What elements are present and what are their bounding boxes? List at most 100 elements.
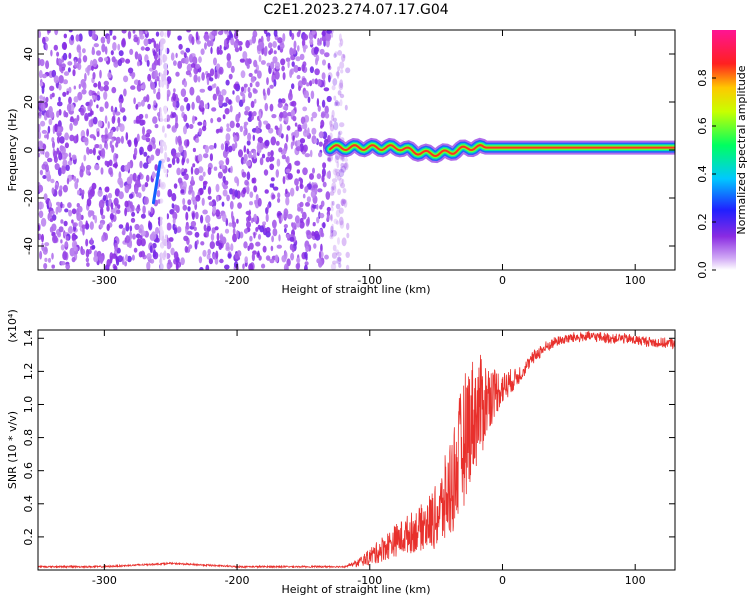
heat-cell bbox=[302, 193, 306, 199]
y-tick-label: 0 bbox=[22, 147, 35, 154]
heat-cell bbox=[227, 35, 231, 42]
heat-cell bbox=[236, 218, 239, 224]
heat-cell bbox=[51, 264, 55, 269]
heat-cell bbox=[109, 252, 114, 261]
x-tick-label: -200 bbox=[225, 574, 250, 587]
heat-cell bbox=[215, 183, 220, 193]
heat-cell bbox=[183, 149, 187, 159]
heat-cell bbox=[329, 135, 332, 141]
heat-cell bbox=[229, 105, 233, 113]
heat-cell bbox=[328, 74, 331, 83]
heat-cell bbox=[136, 238, 142, 247]
heat-cell bbox=[127, 30, 132, 40]
heat-cell bbox=[210, 117, 214, 124]
heat-cell bbox=[133, 119, 137, 124]
snr-y-axis-label: SNR (10 * v/v) bbox=[6, 411, 19, 489]
heat-cell bbox=[64, 132, 69, 141]
heat-cell bbox=[321, 30, 326, 37]
heat-cell bbox=[299, 183, 304, 189]
heat-cell bbox=[153, 249, 157, 258]
heat-cell bbox=[128, 193, 134, 199]
heat-cell bbox=[314, 78, 318, 85]
heat-cell bbox=[101, 234, 105, 243]
heat-cell bbox=[86, 198, 92, 207]
heat-cell bbox=[304, 261, 309, 266]
heat-cell bbox=[250, 77, 256, 83]
heat-cell bbox=[119, 94, 123, 100]
heat-cell bbox=[199, 187, 204, 195]
heat-cell bbox=[304, 153, 311, 158]
heat-cell bbox=[166, 222, 172, 231]
heat-cell bbox=[295, 56, 301, 62]
heat-cell bbox=[338, 130, 343, 135]
heat-cell bbox=[322, 59, 326, 66]
heat-cell bbox=[311, 78, 316, 85]
heat-cell bbox=[285, 188, 288, 194]
heat-cell bbox=[226, 60, 232, 69]
heat-cell bbox=[318, 151, 323, 158]
heat-cell bbox=[224, 228, 230, 234]
heat-cell bbox=[87, 67, 90, 76]
heat-cell bbox=[343, 199, 348, 208]
heat-cell bbox=[202, 121, 207, 126]
heat-cell bbox=[133, 97, 136, 105]
heat-cell bbox=[146, 261, 151, 270]
heat-cell bbox=[340, 182, 346, 189]
heat-cell bbox=[235, 95, 240, 103]
heat-cell bbox=[123, 75, 129, 83]
heat-cell bbox=[239, 58, 245, 63]
heat-cell bbox=[155, 43, 159, 53]
heat-cell bbox=[330, 200, 334, 208]
heat-cell bbox=[301, 211, 307, 220]
heat-cell bbox=[243, 123, 247, 130]
heat-cell bbox=[289, 236, 295, 242]
heat-cell bbox=[195, 63, 201, 69]
heat-cell bbox=[291, 32, 295, 41]
heat-cell bbox=[266, 35, 271, 42]
heat-cell bbox=[135, 233, 141, 239]
heat-cell bbox=[251, 35, 256, 44]
heat-cell bbox=[47, 257, 52, 263]
heat-cell bbox=[54, 30, 59, 36]
heat-cell bbox=[166, 93, 169, 102]
heat-cell bbox=[336, 101, 340, 107]
heat-cell bbox=[117, 43, 121, 51]
heat-cell bbox=[136, 133, 140, 142]
heat-cell bbox=[216, 117, 222, 123]
heat-cell bbox=[330, 263, 337, 270]
heat-cell bbox=[57, 167, 62, 177]
x-tick-label: -100 bbox=[357, 274, 382, 287]
heat-cell bbox=[142, 119, 146, 125]
heat-cell bbox=[188, 184, 193, 193]
heat-cell bbox=[209, 77, 214, 82]
heat-cell bbox=[337, 237, 340, 245]
heat-cell bbox=[285, 133, 289, 143]
heat-cell bbox=[58, 83, 62, 91]
heat-cell bbox=[215, 250, 219, 260]
y-tick-label: 20 bbox=[22, 95, 35, 109]
heat-cell bbox=[306, 82, 310, 87]
heat-cell bbox=[262, 88, 266, 97]
heat-cell bbox=[317, 188, 323, 193]
heat-cell bbox=[331, 206, 334, 212]
heat-cell bbox=[113, 265, 118, 270]
heat-cell bbox=[140, 46, 145, 51]
heat-cell bbox=[111, 56, 116, 63]
heat-cell bbox=[306, 196, 311, 203]
heat-cell bbox=[216, 46, 220, 55]
heat-cell bbox=[182, 198, 186, 206]
heat-cell bbox=[249, 242, 254, 250]
heat-cell bbox=[333, 218, 338, 224]
heat-cell bbox=[274, 125, 278, 130]
heat-cell bbox=[38, 30, 42, 38]
heat-cell bbox=[173, 183, 178, 189]
heat-cell bbox=[307, 96, 311, 104]
y-tick-label: 0.6 bbox=[22, 462, 35, 480]
heat-cell bbox=[170, 52, 175, 61]
heat-cell bbox=[205, 264, 210, 270]
heat-cell bbox=[270, 150, 274, 157]
heat-cell bbox=[240, 156, 245, 165]
heat-cell bbox=[131, 204, 135, 212]
heat-cell bbox=[265, 227, 271, 233]
heat-cell bbox=[219, 234, 224, 241]
